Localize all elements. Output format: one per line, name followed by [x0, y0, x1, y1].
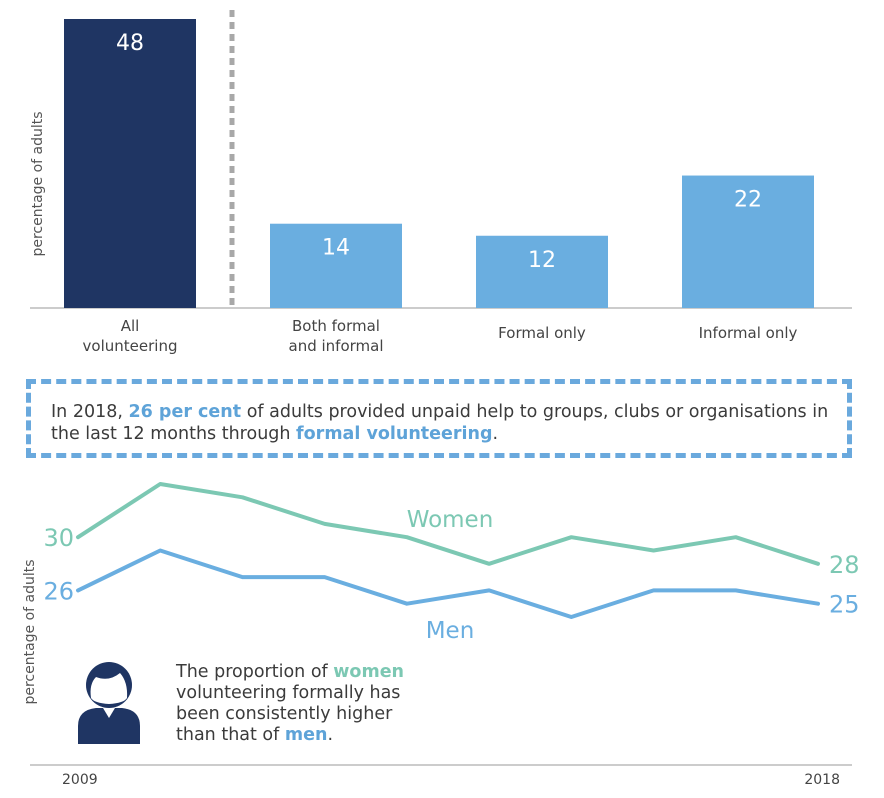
- data-point: [735, 589, 737, 591]
- data-point: [653, 589, 655, 591]
- start-value-label: 26: [43, 577, 74, 605]
- x-tick-label-start: 2009: [62, 772, 98, 788]
- category-label: Informal only: [699, 324, 798, 342]
- callout-highlight-percent: 26 per cent: [128, 402, 242, 422]
- start-value-label: 30: [43, 524, 74, 552]
- bar-chart: percentage of adults 48 All volunteering 14 B…: [30, 10, 852, 355]
- category-label: Both formal: [292, 317, 380, 335]
- category-label: and informal: [289, 337, 384, 355]
- bar-value-label: 14: [322, 236, 350, 261]
- bar: [682, 175, 814, 308]
- data-point: [570, 536, 572, 538]
- data-point: [241, 576, 243, 578]
- y-axis-label: percentage of adults: [22, 559, 38, 704]
- data-point: [324, 523, 326, 525]
- data-point: [77, 536, 79, 538]
- end-value-label: 25: [829, 591, 860, 619]
- bar: [270, 223, 402, 308]
- data-point: [817, 603, 819, 605]
- callout-text: In 2018, 26 per cent of adults provided …: [51, 402, 829, 444]
- bar-value-label: 48: [116, 31, 144, 56]
- callout-highlight-formal: formal volunteering: [296, 424, 493, 444]
- data-point: [159, 483, 161, 485]
- data-point: [735, 536, 737, 538]
- annotation-note: The proportion of women volunteering for…: [176, 662, 405, 745]
- line-chart: percentage of adults 2009 2018 30 28 Women 26 2…: [22, 482, 860, 788]
- note-highlight-men: men: [284, 725, 328, 745]
- category-label: Formal only: [498, 324, 586, 342]
- bar: [476, 235, 608, 308]
- series-name-label: Men: [426, 618, 475, 644]
- bar-value-label: 22: [734, 188, 762, 213]
- category-label: All: [121, 317, 140, 335]
- data-point: [653, 550, 655, 551]
- note-highlight-women: women: [333, 662, 405, 682]
- data-point: [570, 616, 572, 618]
- series-name-label: Women: [407, 507, 494, 533]
- data-point: [241, 496, 243, 498]
- data-point: [406, 536, 408, 538]
- end-value-label: 28: [829, 551, 860, 579]
- series-line-women: [76, 482, 820, 566]
- category-label: volunteering: [83, 337, 178, 355]
- data-point: [488, 563, 490, 565]
- callout-box: In 2018, 26 per cent of adults provided …: [26, 379, 852, 458]
- data-point: [406, 603, 408, 605]
- bar: [64, 19, 196, 308]
- data-point: [488, 589, 490, 591]
- person-icon: [78, 662, 140, 744]
- series-line-men: [76, 548, 820, 619]
- data-point: [159, 550, 161, 551]
- data-point: [817, 563, 819, 565]
- data-point: [324, 576, 326, 578]
- y-axis-label: percentage of adults: [30, 111, 46, 256]
- data-point: [77, 589, 79, 591]
- x-tick-label-end: 2018: [804, 772, 840, 788]
- bar-value-label: 12: [528, 248, 556, 273]
